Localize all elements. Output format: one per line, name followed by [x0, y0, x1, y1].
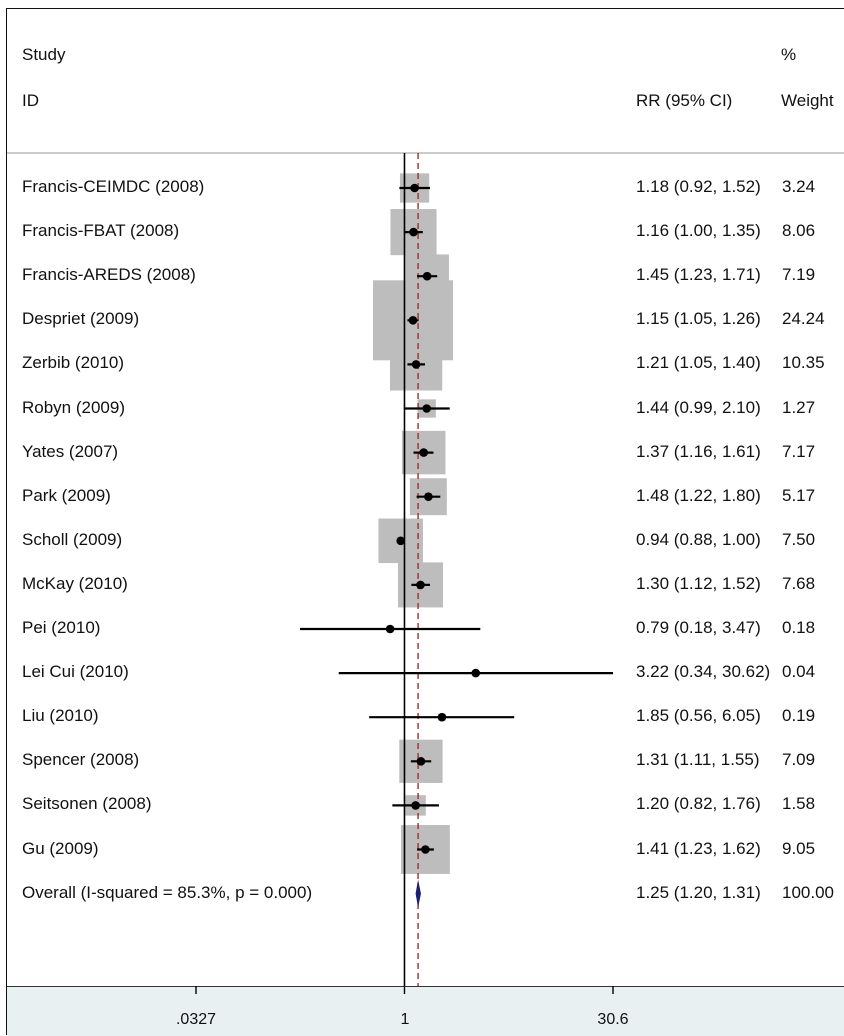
study-weight-label: 10.35 — [781, 353, 825, 374]
header-percent: % — [781, 45, 797, 64]
study-weight-label: 7.50 — [781, 529, 816, 550]
study-point-estimate — [408, 316, 418, 325]
study-point-estimate — [409, 227, 418, 237]
study-weight-label: 5.17 — [781, 485, 816, 506]
study-ci-label: 3.22 (0.34, 30.62) — [636, 662, 771, 682]
study-label: Scholl (2009) — [22, 529, 123, 549]
study-ci-label: 1.18 (0.92, 1.52) — [636, 177, 761, 196]
overall-ci-label: 1.25 (1.20, 1.31) — [636, 882, 761, 902]
study-point-estimate — [411, 801, 420, 810]
study-ci-label: 1.21 (1.05, 1.40) — [636, 353, 761, 373]
study-point-estimate — [416, 757, 426, 766]
header-rr-ci: RR (95% CI) — [636, 91, 733, 110]
overall-weight-label: 100.00 — [781, 882, 834, 903]
study-label: Zerbib (2010) — [22, 353, 125, 373]
study-weight-label: 0.19 — [781, 706, 816, 727]
study-ci-label: 1.48 (1.22, 1.80) — [636, 485, 761, 505]
overall-label: Overall (I-squared = 85.3%, p = 0.000) — [22, 882, 313, 902]
study-label: Francis-AREDS (2008) — [22, 265, 196, 285]
study-label: Pei (2010) — [22, 618, 101, 637]
study-point-estimate — [410, 183, 419, 193]
header-weight: Weight — [781, 91, 834, 110]
study-label: Spencer (2008) — [22, 750, 140, 770]
study-ci-label: 0.79 (0.18, 3.47) — [636, 618, 761, 637]
study-point-estimate — [422, 271, 432, 281]
study-label: Francis-FBAT (2008) — [22, 221, 180, 241]
study-point-estimate — [437, 712, 447, 722]
x-tick-label: 30.6 — [597, 1011, 629, 1028]
study-weight-label: 0.04 — [781, 662, 816, 683]
x-tick-label: 1 — [400, 1011, 410, 1028]
study-weight-label: 7.09 — [781, 750, 816, 771]
study-ci-label: 1.44 (0.99, 2.10) — [636, 397, 761, 417]
study-point-estimate — [421, 845, 430, 854]
plot-frame — [6, 8, 844, 1035]
study-label: Robyn (2009) — [22, 397, 126, 417]
study-label: Gu (2009) — [22, 838, 99, 858]
study-point-estimate — [396, 536, 406, 546]
header-study: Study — [22, 45, 66, 64]
study-ci-label: 1.15 (1.05, 1.26) — [636, 309, 761, 329]
study-label: Park (2009) — [22, 485, 111, 505]
study-label: Yates (2007) — [22, 441, 119, 461]
overall-diamond — [415, 879, 421, 908]
study-point-estimate — [419, 448, 428, 457]
study-label: Despriet (2009) — [22, 309, 140, 329]
study-ci-label: 1.30 (1.12, 1.52) — [636, 573, 761, 593]
study-weight-label: 24.24 — [781, 309, 825, 330]
study-point-estimate — [471, 668, 481, 678]
study-label: Francis-CEIMDC (2008) — [22, 177, 205, 196]
x-tick-label: .0327 — [175, 1011, 217, 1028]
study-weight-label: 1.27 — [781, 397, 816, 418]
study-weight-label: 7.17 — [781, 441, 816, 462]
study-ci-label: 1.20 (0.82, 1.76) — [636, 794, 761, 814]
study-ci-label: 1.85 (0.56, 6.05) — [636, 706, 761, 726]
study-ci-label: 0.94 (0.88, 1.00) — [636, 529, 761, 549]
study-weight-label: 7.19 — [781, 265, 816, 286]
header-id: ID — [22, 91, 39, 110]
study-ci-label: 1.45 (1.23, 1.71) — [636, 265, 761, 285]
study-ci-label: 1.37 (1.16, 1.61) — [636, 441, 761, 461]
study-point-estimate — [411, 360, 421, 369]
study-point-estimate — [422, 404, 432, 413]
study-label: Liu (2010) — [22, 706, 99, 726]
study-weight-label: 0.18 — [781, 618, 816, 638]
study-ci-label: 1.31 (1.11, 1.55) — [636, 750, 760, 770]
study-point-estimate — [424, 492, 433, 502]
study-ci-label: 1.16 (1.00, 1.35) — [636, 221, 761, 241]
study-label: Seitsonen (2008) — [22, 794, 152, 814]
study-point-estimate — [385, 624, 395, 634]
study-weight-label: 8.06 — [781, 221, 816, 242]
x-axis-band — [7, 986, 844, 1036]
study-weight-label: 9.05 — [781, 838, 816, 859]
study-label: Lei Cui (2010) — [22, 662, 129, 682]
study-weight-label: 7.68 — [781, 573, 816, 594]
study-weight-label: 3.24 — [781, 177, 816, 197]
study-point-estimate — [416, 580, 425, 590]
study-weight-label: 1.58 — [781, 794, 816, 815]
study-label: McKay (2010) — [22, 573, 128, 593]
study-ci-label: 1.41 (1.23, 1.62) — [636, 838, 761, 858]
